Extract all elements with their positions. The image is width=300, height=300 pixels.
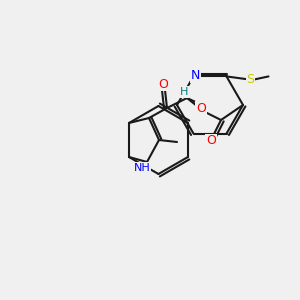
Text: S: S bbox=[247, 73, 254, 86]
Text: H: H bbox=[180, 87, 188, 97]
Text: O: O bbox=[158, 77, 168, 91]
Text: O: O bbox=[206, 134, 216, 148]
Text: O: O bbox=[196, 101, 206, 115]
Text: N: N bbox=[191, 69, 200, 82]
Text: NH: NH bbox=[134, 163, 150, 173]
